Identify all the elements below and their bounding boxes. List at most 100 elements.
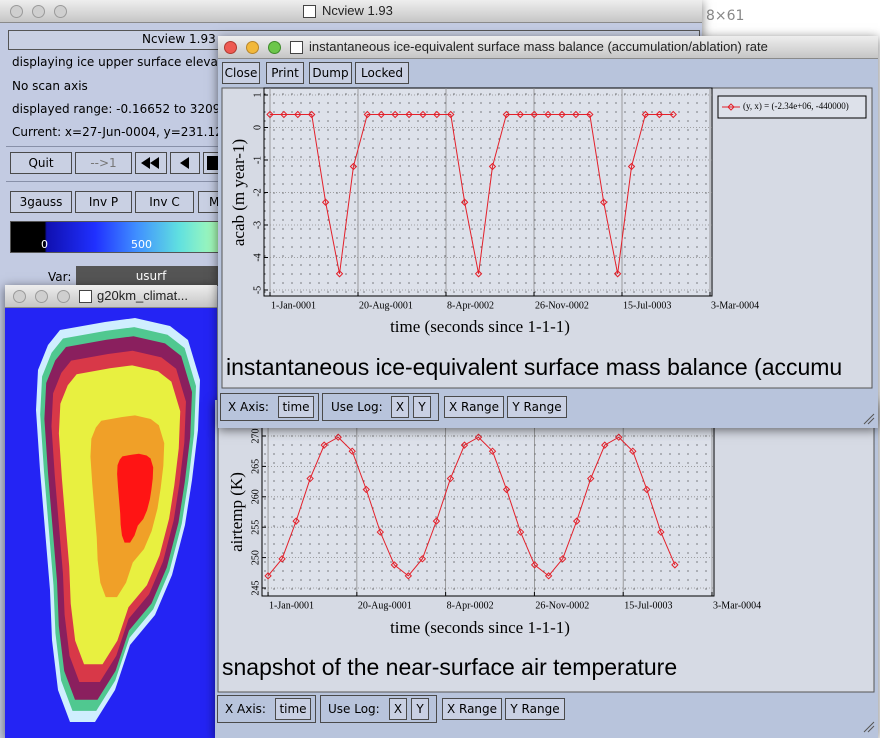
- map-window: g20km_climat...: [5, 285, 217, 738]
- x-axis-button[interactable]: time: [275, 698, 311, 720]
- info-line: Current: x=27-Jun-0004, y=231.129: [12, 125, 231, 139]
- x-axis-title: time (seconds since 1-1-1): [390, 317, 570, 336]
- y-tick-label: 265: [250, 459, 261, 474]
- minimize-dot[interactable]: [35, 290, 48, 303]
- y-tick-label: 245: [250, 581, 261, 596]
- close-dot[interactable]: [10, 5, 23, 18]
- back-button[interactable]: [170, 152, 200, 174]
- data-point: [572, 517, 581, 525]
- data-point: [418, 555, 427, 563]
- data-point: [433, 110, 441, 119]
- data-point: [320, 441, 328, 449]
- data-point: [460, 198, 469, 206]
- data-point: [502, 485, 511, 494]
- close-dot[interactable]: [13, 290, 26, 303]
- ice-layer: [117, 453, 154, 543]
- close-dot[interactable]: [224, 41, 237, 54]
- var-button[interactable]: usurf: [76, 266, 226, 286]
- minimize-dot[interactable]: [32, 5, 45, 18]
- data-point: [530, 110, 538, 119]
- zoom-dot[interactable]: [57, 290, 70, 303]
- invert-c-button[interactable]: Inv C: [135, 191, 194, 213]
- data-point: [530, 561, 539, 569]
- data-point: [419, 110, 427, 119]
- fast-back-button[interactable]: [135, 152, 167, 174]
- y-tick-label: -3: [252, 221, 263, 229]
- y-range-button[interactable]: Y Range: [505, 698, 565, 720]
- zoom-dot[interactable]: [268, 41, 281, 54]
- colorbar-label: 0: [41, 238, 48, 251]
- dump-button[interactable]: Dump: [309, 62, 352, 84]
- chart-title: snapshot of the near-surface air tempera…: [222, 654, 677, 680]
- data-point: [306, 474, 314, 483]
- minimize-dot[interactable]: [246, 41, 259, 54]
- data-point: [446, 474, 455, 483]
- data-point: [447, 110, 455, 119]
- terminal-text: 8×61: [706, 8, 745, 24]
- y-axis-title: airtemp (K): [227, 472, 246, 552]
- data-point: [558, 555, 567, 563]
- zoom-dot[interactable]: [54, 5, 67, 18]
- x-range-button[interactable]: X Range: [444, 396, 504, 418]
- x-axis-button[interactable]: time: [278, 396, 314, 418]
- data-point: [405, 110, 413, 119]
- quit-button[interactable]: Quit: [10, 152, 72, 174]
- x-tick-label: 3-Mar-0004: [713, 600, 761, 611]
- colormap-button[interactable]: 3gauss: [10, 191, 72, 213]
- x-tick-label: 26-Nov-0002: [535, 300, 589, 311]
- y-tick-label: -1: [252, 156, 263, 164]
- x-tick-label: 26-Nov-0002: [535, 600, 589, 611]
- data-point: [641, 110, 650, 119]
- x11-icon: [290, 41, 303, 54]
- use-log-label: Use Log:: [331, 400, 383, 414]
- log-x-button[interactable]: X: [389, 698, 407, 720]
- x-tick-label: 20-Aug-0001: [358, 600, 412, 611]
- data-point: [349, 162, 358, 171]
- data-point: [558, 110, 566, 119]
- data-point: [643, 485, 651, 494]
- plot-frame: [261, 419, 715, 597]
- x-tick-label: 1-Jan-0001: [271, 300, 316, 311]
- data-point: [657, 528, 665, 536]
- title-bar: instantaneous ice-equivalent surface mas…: [218, 36, 878, 59]
- y-axis-title: acab (m year-1): [229, 139, 248, 246]
- data-point: [516, 528, 525, 536]
- print-button[interactable]: Print: [266, 62, 304, 84]
- y-tick-label: 255: [250, 520, 261, 535]
- invert-p-button[interactable]: Inv P: [75, 191, 132, 213]
- y-tick-label: 270: [250, 429, 261, 444]
- data-point: [264, 572, 272, 580]
- data-point: [363, 110, 372, 119]
- data-point: [391, 110, 399, 119]
- log-y-button[interactable]: Y: [411, 698, 429, 720]
- x-tick-label: 8-Apr-0002: [447, 600, 494, 611]
- data-point: [377, 110, 385, 119]
- x-tick-label: 15-Jul-0003: [623, 300, 671, 311]
- data-point: [460, 441, 469, 449]
- x11-icon: [79, 290, 92, 303]
- data-point: [308, 110, 316, 119]
- x-tick-label: 3-Mar-0004: [711, 300, 759, 311]
- x-tick-label: 1-Jan-0001: [269, 600, 314, 611]
- data-point: [488, 162, 497, 171]
- chart-title: instantaneous ice-equivalent surface mas…: [226, 354, 842, 380]
- resize-grip: [863, 721, 875, 733]
- data-point: [544, 572, 553, 580]
- log-x-button[interactable]: X: [391, 396, 409, 418]
- data-point: [516, 110, 524, 119]
- log-y-button[interactable]: Y: [413, 396, 431, 418]
- plot-window: instantaneous ice-equivalent surface mas…: [218, 36, 878, 428]
- locked-button[interactable]: Locked: [355, 62, 409, 84]
- data-point: [362, 485, 370, 494]
- x-range-button[interactable]: X Range: [442, 698, 502, 720]
- step-button[interactable]: -->1: [75, 152, 132, 174]
- data-point: [669, 110, 677, 119]
- y-range-button[interactable]: Y Range: [507, 396, 567, 418]
- close-button[interactable]: Close: [222, 62, 260, 84]
- y-tick-label: 1: [252, 93, 263, 98]
- legend-marker: [727, 103, 735, 111]
- plot-area: 1-Jan-0001 20-Aug-0001 8-Apr-0002 26-Nov-00…: [221, 87, 875, 425]
- x-tick-label: 8-Apr-0002: [447, 300, 494, 311]
